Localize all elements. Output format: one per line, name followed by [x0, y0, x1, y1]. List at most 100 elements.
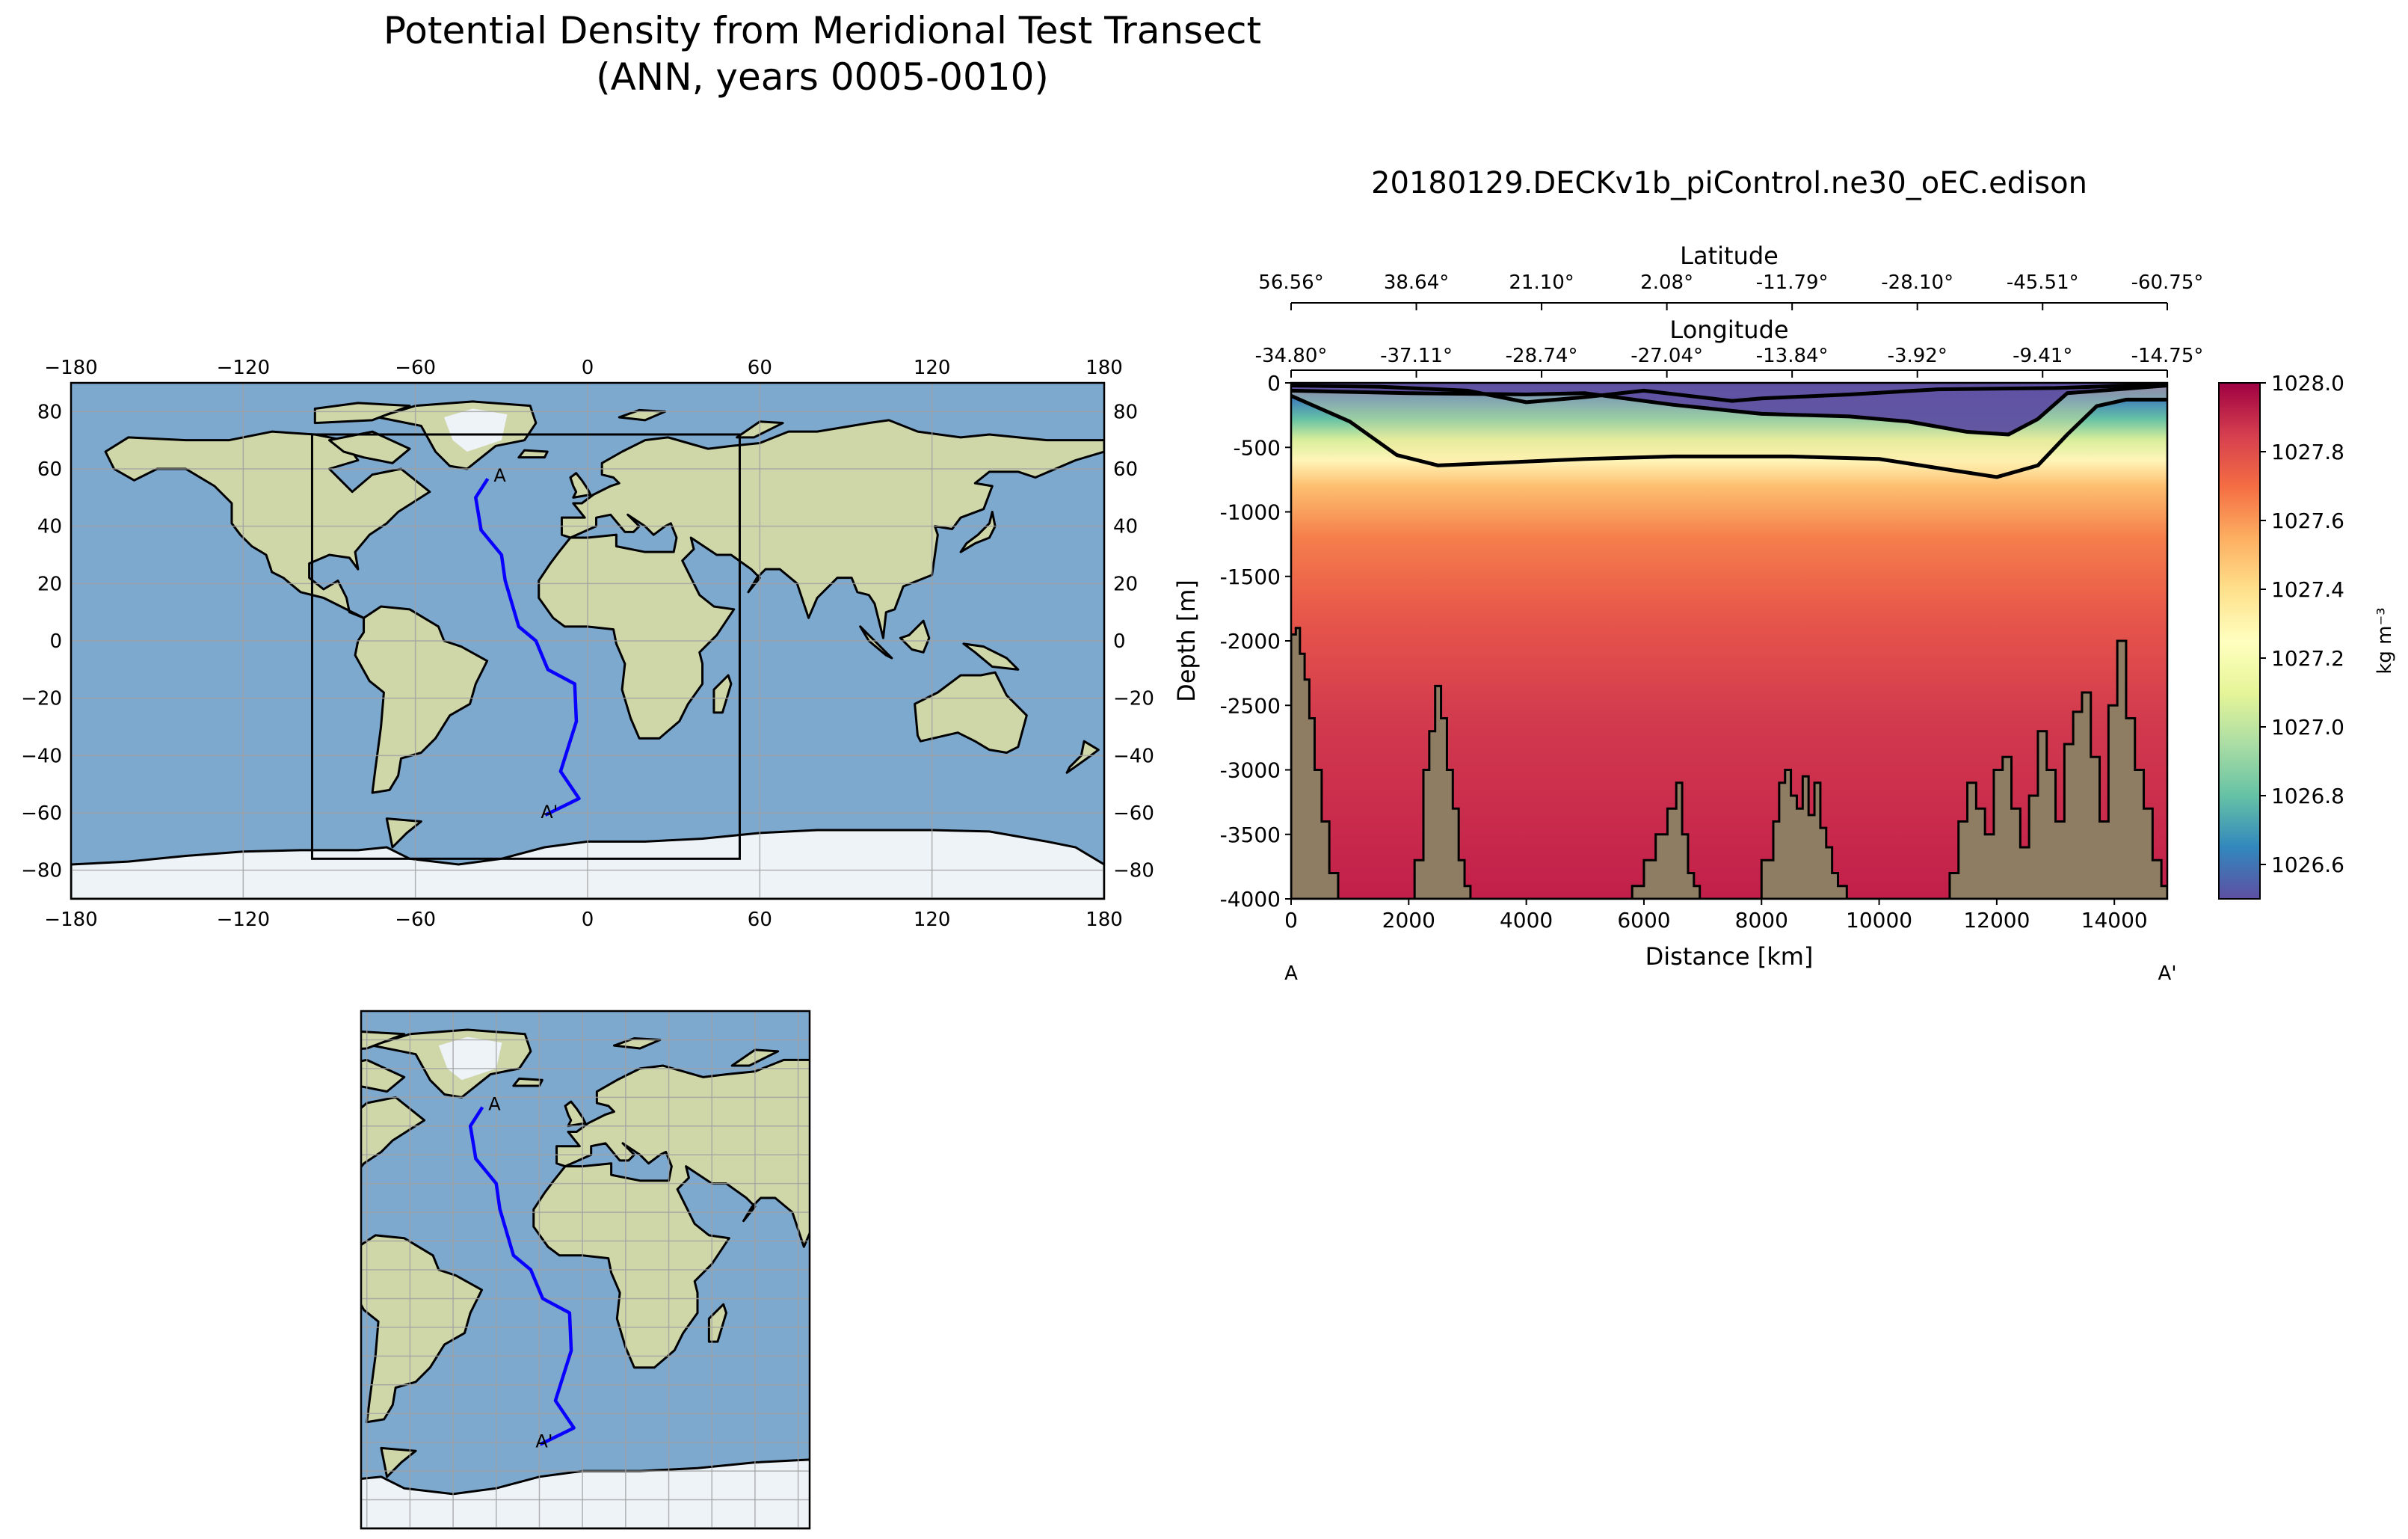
land-antarctic-peninsula — [380, 1446, 417, 1478]
global-x-tick-bottom: 120 — [914, 909, 951, 931]
land-madagascar — [707, 1303, 727, 1343]
figure-title-line2: (ANN, years 0005-0010) — [596, 55, 1049, 99]
latitude-tick-label: 21.10° — [1509, 271, 1574, 294]
section-y-tick-label: -1500 — [1220, 565, 1281, 589]
land-british-isles — [569, 472, 592, 499]
section-x-label: Distance [km] — [1645, 942, 1814, 971]
longitude-tick-label: -9.41° — [2013, 345, 2072, 367]
global-map-content: A A' — [71, 383, 1104, 899]
global-x-tick-bottom: −120 — [217, 909, 270, 931]
longitude-tick-label: -27.04° — [1631, 345, 1703, 367]
transect-end-label: A' — [541, 802, 558, 823]
global-x-tick-bottom: −60 — [395, 909, 436, 931]
colorbar-tick-label: 1027.2 — [2271, 646, 2344, 671]
land-madagascar — [712, 674, 733, 714]
colorbar-ticks: 1028.0 1027.8 1027.6 1027.4 1027.2 1027.0 1026… — [2260, 371, 2344, 877]
global-x-tick-bottom: 180 — [1086, 909, 1123, 931]
land-antarctic-peninsula — [385, 817, 422, 849]
global-y-tick-right: −20 — [1113, 688, 1154, 710]
colorbar-tick-label: 1026.8 — [2271, 784, 2344, 808]
contour-mid — [1291, 383, 2167, 437]
global-x-tick-top: 120 — [914, 357, 951, 379]
global-y-tick-left: 60 — [37, 458, 62, 481]
section-y-tick-label: -2000 — [1220, 629, 1281, 654]
transect-line — [474, 477, 581, 817]
latitude-tick-label: -28.10° — [1881, 271, 1953, 294]
colorbar: 1028.0 1027.8 1027.6 1027.4 1027.2 1027.0 1026… — [2218, 371, 2396, 900]
land-sumatra — [859, 625, 893, 660]
global-y-tick-right: 80 — [1113, 401, 1138, 423]
longitude-tick-label: -14.75° — [2131, 345, 2204, 367]
transect-line — [468, 1106, 576, 1446]
longitude-tick-label: -34.80° — [1255, 345, 1328, 367]
section-x-tick-label: 8000 — [1735, 908, 1788, 933]
global-y-tick-left: −80 — [21, 860, 62, 882]
section-y-tick-label: -3500 — [1220, 823, 1281, 847]
bathymetry-seafloor — [1291, 627, 2167, 899]
land-new-zealand — [1062, 1371, 1094, 1402]
transect-start-label: A — [488, 1094, 501, 1115]
section-x-tick-label: 12000 — [1963, 908, 2030, 933]
colorbar-tick-label: 1028.0 — [2271, 371, 2344, 396]
land-new-guinea — [959, 1273, 1014, 1299]
land-australia — [914, 671, 1028, 754]
global-x-tick-top: 0 — [582, 357, 594, 379]
global-y-tick-left: 40 — [37, 516, 62, 538]
global-x-tick-top: −120 — [217, 357, 270, 379]
colorbar-tick-label: 1027.6 — [2271, 509, 2344, 533]
land-africa-eurasia — [532, 1058, 810, 1369]
global-y-tick-left: −40 — [21, 745, 62, 767]
colorbar-label: kg m⁻³ — [2374, 607, 2396, 674]
land-japan — [959, 511, 997, 553]
section-y-tick-label: -4000 — [1220, 887, 1281, 912]
section-x-tick-label: 6000 — [1617, 908, 1670, 933]
global-y-tick-left: 80 — [37, 401, 62, 423]
global-y-tick-right: 20 — [1113, 573, 1138, 595]
colorbar-tick-label: 1027.8 — [2271, 440, 2344, 464]
global-x-tick-top: 180 — [1086, 357, 1123, 379]
section-y-tick-label: 0 — [1267, 371, 1281, 396]
section-y-tick-label: -3000 — [1220, 758, 1281, 783]
contour-deep — [1291, 393, 2167, 479]
section-x-tick-label: 14000 — [2081, 908, 2148, 933]
global-y-tick-right: −80 — [1113, 860, 1154, 882]
global-y-tick-right: 40 — [1113, 516, 1138, 538]
land-iceland — [517, 449, 549, 459]
global-y-tick-right: −60 — [1113, 802, 1154, 825]
global-map: A A' −180 −180 −120 −120 −60 −60 0 0 60 60 120 120 18… — [21, 357, 1154, 931]
run-name-title: 20180129.DECKv1b_piControl.ne30_oEC.edis… — [1371, 166, 2087, 200]
land-british-isles — [564, 1100, 587, 1128]
longitude-tick-label: -13.84° — [1756, 345, 1829, 367]
longitude-tick-label: -28.74° — [1506, 345, 1578, 367]
global-map-frame — [70, 381, 1106, 900]
latitude-tick-label: 56.56° — [1258, 271, 1323, 294]
section-y-tick-label: -2500 — [1220, 693, 1281, 718]
latitude-tick-label: 2.08° — [1640, 271, 1693, 294]
land-australia — [911, 1301, 1023, 1382]
greenland-ice — [444, 408, 508, 452]
land-sumatra — [856, 1256, 887, 1287]
global-x-tick-top: −60 — [395, 357, 436, 379]
land-borneo — [896, 1250, 924, 1281]
global-map-ticks: −180 −180 −120 −120 −60 −60 0 0 60 60 120 120 180 180… — [21, 357, 1154, 931]
global-y-tick-right: −40 — [1113, 745, 1154, 767]
land-borneo — [899, 619, 931, 654]
longitude-tick-label: -37.11° — [1380, 345, 1453, 367]
zoom-map: A A' — [360, 1010, 1094, 1530]
colorbar-tick-label: 1027.0 — [2271, 715, 2344, 740]
section-x-tick-label: 2000 — [1382, 908, 1435, 933]
section-plot: 0 2000 4000 6000 8000 10000 12000 14000 0 -500 -10… — [1172, 242, 2203, 985]
section-content — [1291, 383, 2167, 899]
global-y-tick-left: 0 — [49, 630, 62, 653]
section-start-label: A — [1284, 962, 1298, 985]
global-x-tick-top: −180 — [44, 357, 97, 379]
global-y-tick-left: 20 — [37, 573, 62, 595]
global-x-tick-bottom: 60 — [748, 909, 772, 931]
land-new-guinea — [962, 642, 1020, 671]
land-new-zealand — [1065, 740, 1100, 774]
colorbar-gradient — [2218, 382, 2261, 900]
figure-title-line1: Potential Density from Meridional Test T… — [384, 9, 1261, 52]
section-x-tick-label: 10000 — [1846, 908, 1912, 933]
latitude-axis-label: Latitude — [1680, 242, 1779, 270]
